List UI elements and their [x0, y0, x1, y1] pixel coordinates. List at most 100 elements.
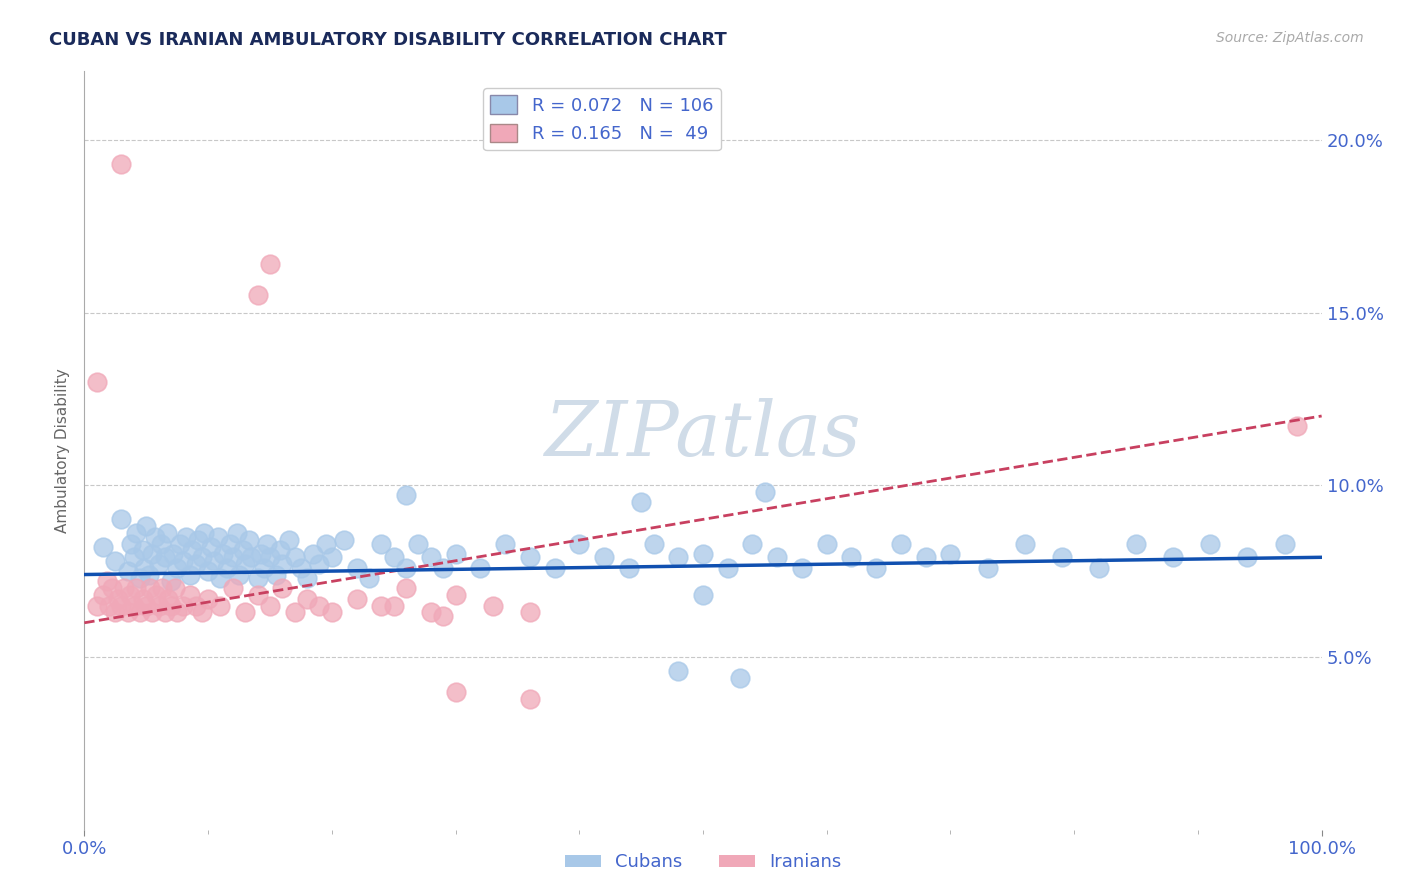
Point	[233, 606, 256, 620]
Point	[1274, 536, 1296, 550]
Point	[481, 599, 503, 613]
Point	[271, 557, 294, 572]
Point	[215, 560, 238, 574]
Point	[408, 536, 430, 550]
Point	[543, 560, 565, 574]
Point	[470, 560, 492, 574]
Point	[179, 588, 201, 602]
Point	[1125, 536, 1147, 550]
Point	[277, 533, 299, 547]
Point	[117, 606, 139, 620]
Point	[692, 588, 714, 602]
Point	[110, 157, 132, 171]
Point	[382, 599, 405, 613]
Point	[1014, 536, 1036, 550]
Point	[357, 571, 380, 585]
Point	[346, 591, 368, 606]
Point	[666, 550, 689, 565]
Point	[110, 599, 132, 613]
Point	[181, 543, 204, 558]
Point	[197, 564, 219, 578]
Point	[568, 536, 591, 550]
Point	[96, 574, 118, 589]
Point	[976, 560, 998, 574]
Point	[222, 550, 245, 565]
Point	[209, 571, 232, 585]
Point	[240, 550, 263, 565]
Point	[222, 582, 245, 596]
Point	[193, 526, 215, 541]
Point	[370, 599, 392, 613]
Point	[91, 588, 114, 602]
Point	[1050, 550, 1073, 565]
Point	[271, 582, 294, 596]
Point	[233, 557, 256, 572]
Point	[202, 554, 225, 568]
Point	[284, 550, 307, 565]
Point	[172, 554, 194, 568]
Point	[815, 536, 838, 550]
Point	[187, 533, 209, 547]
Point	[419, 606, 441, 620]
Point	[148, 557, 170, 572]
Point	[321, 550, 343, 565]
Point	[179, 567, 201, 582]
Point	[184, 599, 207, 613]
Point	[160, 574, 183, 589]
Point	[219, 536, 242, 550]
Point	[131, 543, 153, 558]
Point	[125, 526, 148, 541]
Point	[841, 550, 863, 565]
Point	[395, 582, 418, 596]
Point	[131, 591, 153, 606]
Point	[209, 599, 232, 613]
Point	[232, 543, 254, 558]
Point	[120, 588, 142, 602]
Point	[143, 530, 166, 544]
Point	[1236, 550, 1258, 565]
Point	[110, 512, 132, 526]
Point	[160, 599, 183, 613]
Text: ZIPatlas: ZIPatlas	[544, 399, 862, 472]
Point	[617, 560, 640, 574]
Point	[444, 684, 467, 698]
Point	[519, 606, 541, 620]
Point	[145, 588, 167, 602]
Legend: Cubans, Iranians: Cubans, Iranians	[557, 847, 849, 879]
Point	[212, 547, 235, 561]
Point	[122, 599, 145, 613]
Point	[163, 582, 186, 596]
Point	[107, 591, 129, 606]
Point	[308, 557, 330, 572]
Point	[141, 547, 163, 561]
Point	[519, 691, 541, 706]
Point	[630, 495, 652, 509]
Point	[295, 571, 318, 585]
Point	[754, 484, 776, 499]
Point	[172, 599, 194, 613]
Point	[246, 588, 269, 602]
Point	[141, 606, 163, 620]
Point	[370, 536, 392, 550]
Point	[153, 606, 176, 620]
Y-axis label: Ambulatory Disability: Ambulatory Disability	[55, 368, 70, 533]
Point	[259, 599, 281, 613]
Point	[104, 554, 127, 568]
Point	[150, 582, 173, 596]
Point	[98, 599, 121, 613]
Point	[315, 536, 337, 550]
Point	[246, 571, 269, 585]
Point	[246, 288, 269, 302]
Point	[264, 567, 287, 582]
Point	[135, 519, 157, 533]
Point	[666, 664, 689, 678]
Point	[228, 567, 250, 582]
Point	[132, 560, 155, 574]
Point	[333, 533, 356, 547]
Point	[419, 550, 441, 565]
Point	[162, 547, 184, 561]
Point	[100, 582, 122, 596]
Point	[174, 530, 197, 544]
Point	[382, 550, 405, 565]
Point	[593, 550, 616, 565]
